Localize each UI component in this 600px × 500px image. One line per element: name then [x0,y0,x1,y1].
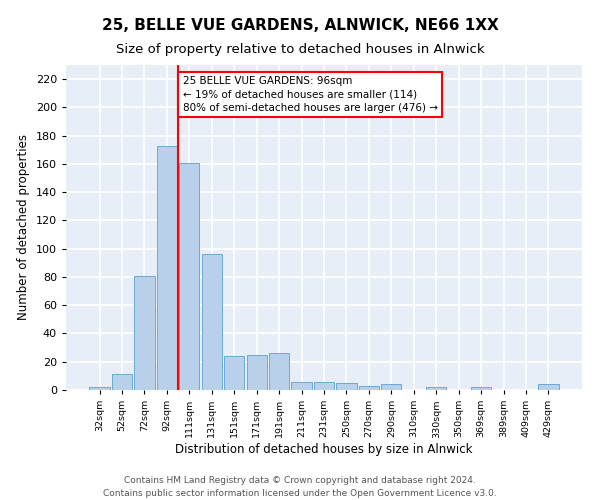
Bar [224,356,244,390]
Bar [538,384,559,390]
Bar [89,387,110,390]
Text: 25, BELLE VUE GARDENS, ALNWICK, NE66 1XX: 25, BELLE VUE GARDENS, ALNWICK, NE66 1XX [101,18,499,32]
Bar [381,384,401,390]
Bar [359,386,379,390]
Bar [157,146,177,390]
Text: Contains HM Land Registry data © Crown copyright and database right 2024.
Contai: Contains HM Land Registry data © Crown c… [103,476,497,498]
Bar [179,162,199,390]
Y-axis label: Number of detached properties: Number of detached properties [17,134,30,320]
Bar [426,387,446,390]
Bar [112,374,132,390]
Bar [292,382,311,390]
Bar [202,254,222,390]
Bar [471,387,491,390]
Bar [247,354,267,390]
X-axis label: Distribution of detached houses by size in Alnwick: Distribution of detached houses by size … [175,443,473,456]
Bar [314,382,334,390]
Text: Size of property relative to detached houses in Alnwick: Size of property relative to detached ho… [116,42,484,56]
Text: 25 BELLE VUE GARDENS: 96sqm
← 19% of detached houses are smaller (114)
80% of se: 25 BELLE VUE GARDENS: 96sqm ← 19% of det… [182,76,437,112]
Bar [337,383,356,390]
Bar [269,354,289,390]
Bar [134,276,155,390]
